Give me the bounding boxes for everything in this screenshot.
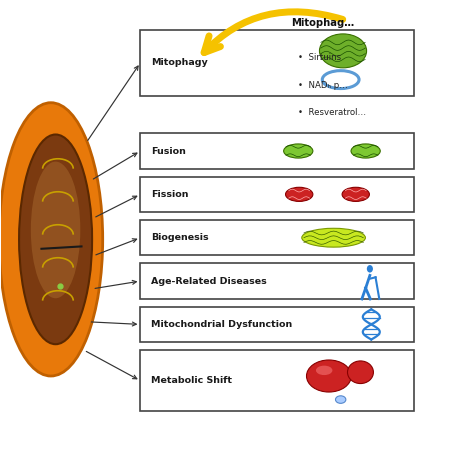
Ellipse shape — [336, 396, 346, 403]
FancyBboxPatch shape — [140, 264, 414, 299]
Ellipse shape — [351, 144, 380, 158]
Ellipse shape — [367, 265, 373, 273]
Ellipse shape — [307, 360, 351, 392]
FancyBboxPatch shape — [140, 177, 414, 212]
Text: Age-Related Diseases: Age-Related Diseases — [151, 276, 266, 285]
Text: Fission: Fission — [151, 190, 188, 199]
Text: Fusion: Fusion — [151, 146, 186, 155]
Text: Biogenesis: Biogenesis — [151, 233, 209, 242]
FancyBboxPatch shape — [140, 30, 414, 96]
Ellipse shape — [285, 187, 313, 201]
Ellipse shape — [342, 187, 369, 201]
FancyBboxPatch shape — [140, 133, 414, 169]
Ellipse shape — [319, 34, 366, 68]
Text: Metabolic Shift: Metabolic Shift — [151, 376, 232, 385]
FancyBboxPatch shape — [140, 220, 414, 255]
Text: Mitophag…: Mitophag… — [291, 18, 355, 28]
Text: Mitophagy: Mitophagy — [151, 58, 208, 67]
Ellipse shape — [347, 361, 374, 383]
Text: Mitochondrial Dysfunction: Mitochondrial Dysfunction — [151, 320, 292, 329]
FancyBboxPatch shape — [140, 350, 414, 411]
Ellipse shape — [31, 162, 80, 298]
FancyBboxPatch shape — [140, 307, 414, 342]
Text: •  NADₕ p…: • NADₕ p… — [298, 81, 348, 90]
Ellipse shape — [0, 103, 103, 376]
Ellipse shape — [19, 135, 92, 344]
Ellipse shape — [302, 228, 365, 247]
Ellipse shape — [316, 365, 332, 375]
Ellipse shape — [283, 144, 313, 158]
Text: •  Sirtuins: • Sirtuins — [298, 53, 341, 62]
Text: •  Resveratrol…: • Resveratrol… — [298, 108, 366, 117]
